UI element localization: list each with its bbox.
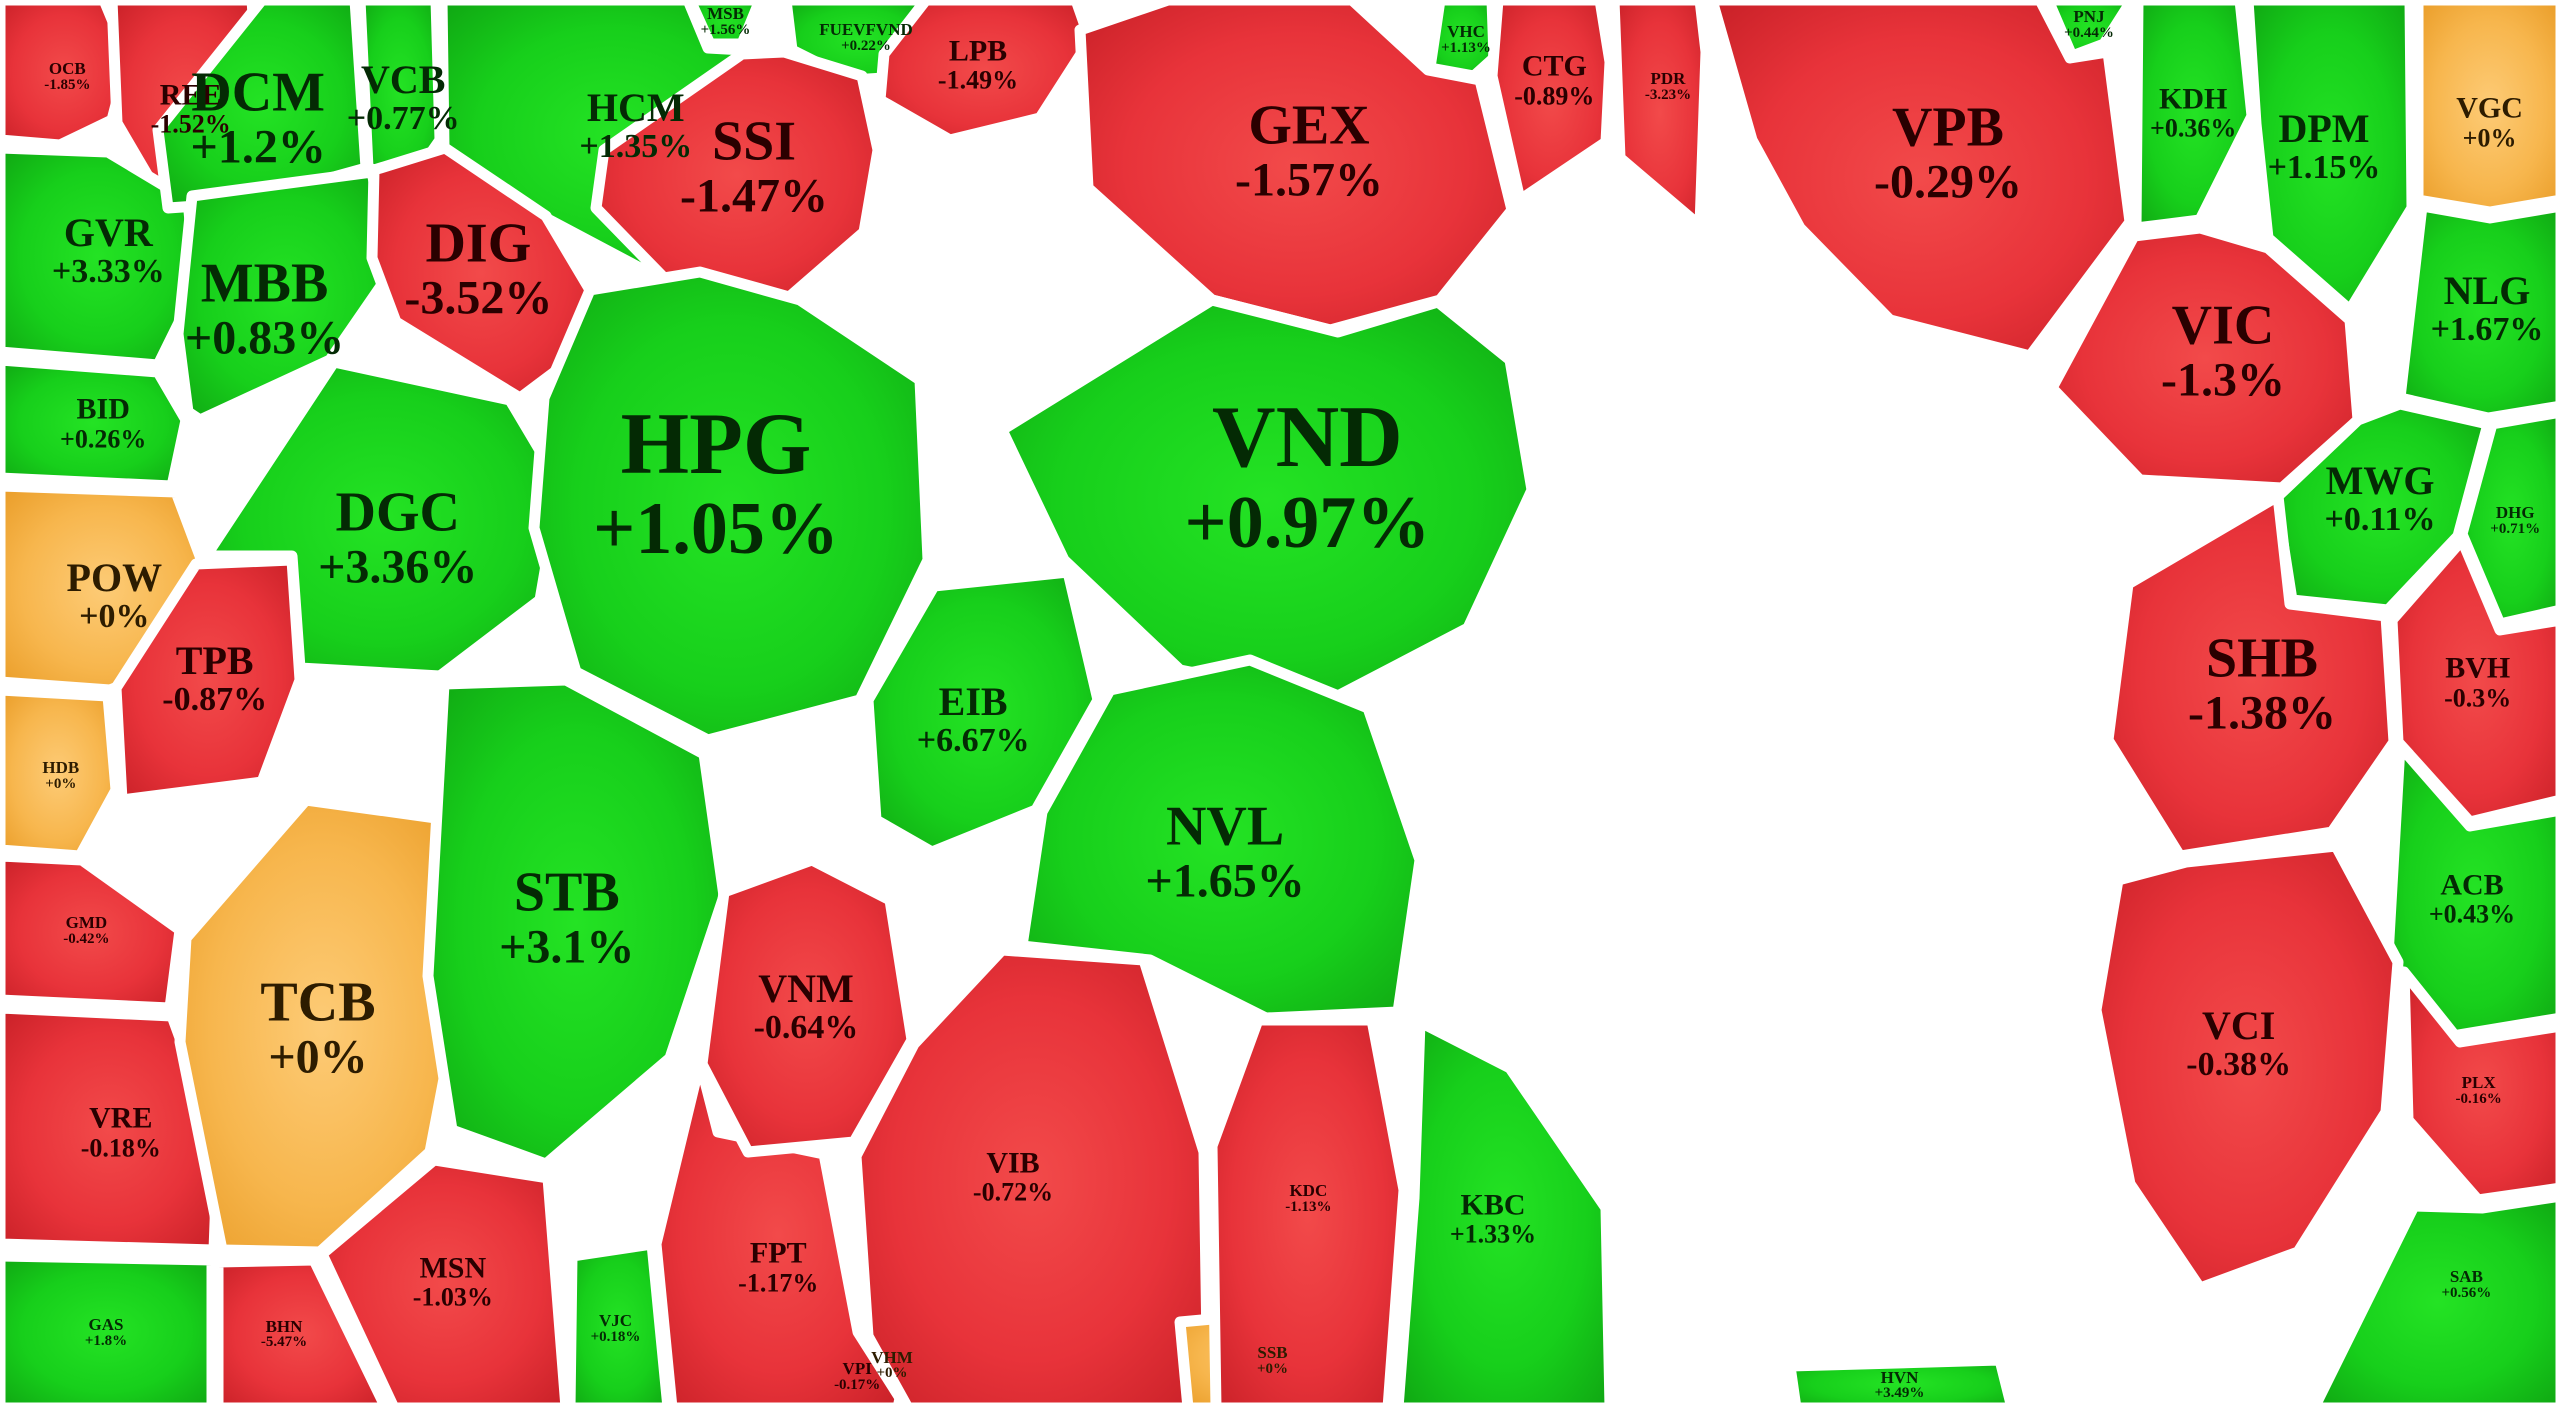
treemap-cell-bhn[interactable] [212,1254,392,1408]
treemap-cell-gex[interactable] [1074,0,1518,336]
treemap-cell-stb[interactable] [422,674,730,1170]
treemap-cell-nvl[interactable] [1016,654,1426,1024]
treemap-cell-gas[interactable] [0,1250,218,1408]
treemap-cell-vjc[interactable] [564,1238,674,1408]
treemap-cell-plx[interactable] [2398,966,2561,1206]
treemap-cell-ctg[interactable] [1486,0,1616,206]
treemap-cell-vnd[interactable] [996,294,1538,706]
treemap-cell-vhc[interactable] [1424,0,1500,82]
treemap-cell-vpb[interactable] [1706,0,2136,362]
treemap-cell-vgc[interactable] [2412,0,2561,218]
treemap-cell-kbc[interactable] [1392,1016,1616,1408]
treemap-cell-shb[interactable] [2102,490,2400,862]
treemap-cell-lpb[interactable] [874,0,1096,146]
treemap-cell-bid[interactable] [0,354,192,492]
treemap-cell-kdc[interactable] [1206,1014,1410,1408]
treemap-cell-hvn[interactable] [1784,1354,2018,1408]
treemap-cell-pdr[interactable] [1608,0,1712,232]
treemap-cell-sab[interactable] [2308,1190,2561,1408]
treemap-cell-nlg[interactable] [2394,200,2561,424]
treemap-cell-vnm[interactable] [696,854,918,1158]
treemap-cell-msn[interactable] [316,1154,572,1408]
treemap-cell-vci[interactable] [2090,840,2404,1294]
treemap-cell-dgc[interactable] [200,356,566,682]
treemap-cell-eib[interactable] [862,566,1104,858]
treemap-cell-gmd[interactable] [0,850,186,1014]
treemap-cell-hpg[interactable] [528,266,934,746]
treemap-cell-kdh[interactable] [2130,0,2258,234]
treemap-cell-hdb[interactable] [0,684,122,862]
treemap-cell-dpm[interactable] [2242,0,2418,316]
treemap-cell-tcb[interactable] [174,794,470,1258]
